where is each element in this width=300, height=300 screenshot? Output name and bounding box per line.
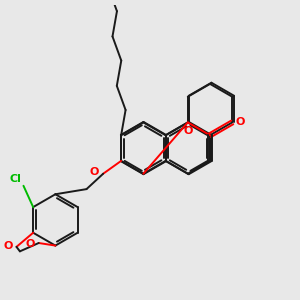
Text: Cl: Cl [10,174,22,184]
Text: O: O [183,126,193,136]
Text: O: O [90,167,99,177]
Text: O: O [235,117,244,128]
Text: O: O [3,241,13,251]
Text: O: O [26,239,35,249]
